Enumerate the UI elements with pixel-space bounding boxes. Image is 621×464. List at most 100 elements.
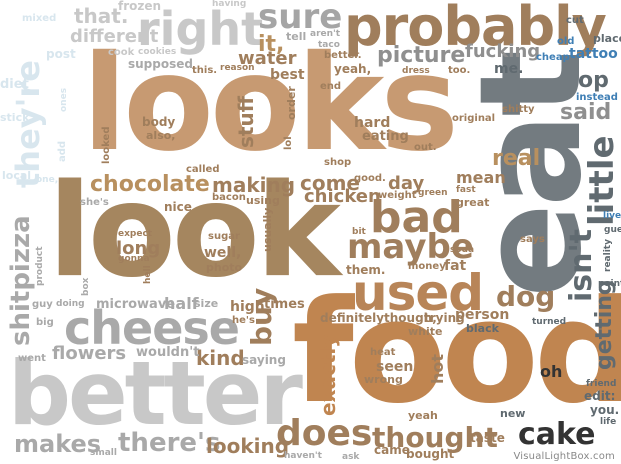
word-better: better <box>8 342 303 445</box>
word-chicken: chicken <box>304 186 381 207</box>
word-stuff: stuff <box>234 96 258 148</box>
word-frozen: frozen <box>118 0 162 13</box>
word-live: live <box>603 211 621 221</box>
word-end: end <box>320 81 342 92</box>
word-mean: mean <box>456 168 506 187</box>
word-yeah2: yeah, <box>334 62 372 76</box>
word-does: does <box>276 413 373 454</box>
word-ask: ask <box>342 452 360 462</box>
word-looks: looks <box>82 27 459 181</box>
word-microwave: microwave <box>96 297 176 312</box>
word-hot: hot <box>428 353 447 384</box>
word-dress: dress <box>402 66 430 76</box>
word-saying: saying <box>242 353 286 367</box>
word-small: small <box>90 448 117 458</box>
word-product: product <box>35 246 45 286</box>
word-instead: instead <box>576 92 618 103</box>
word-half: half <box>164 294 199 313</box>
word-white: white <box>408 325 443 338</box>
word-bit: bit <box>352 227 366 237</box>
word-real: real <box>492 146 541 171</box>
word-old: old <box>557 36 575 47</box>
word-body: body <box>142 115 176 129</box>
word-tell: tell <box>286 30 307 43</box>
word-this: this. <box>192 65 218 76</box>
word-person: person <box>455 307 510 323</box>
word-shes: she's <box>80 197 109 208</box>
word-mixed: mixed <box>22 13 57 24</box>
word-sugar: sugar <box>208 231 240 242</box>
word-expect: expect <box>118 229 153 239</box>
word-though: though, <box>384 311 437 325</box>
word-came: came <box>374 443 410 457</box>
word-guy: guy <box>32 299 53 310</box>
word-better2: better. <box>324 50 362 61</box>
word-well: well, <box>204 245 242 261</box>
word-using: using <box>246 194 280 207</box>
word-says: says <box>520 234 545 245</box>
word-new: new <box>500 407 526 420</box>
word-too: too. <box>448 65 471 76</box>
word-kind: kind <box>196 346 245 370</box>
word-friend: friend <box>586 379 617 389</box>
word-diet: diet <box>0 77 29 92</box>
word-shitty: shitty <box>502 104 535 115</box>
word-reality: reality <box>603 239 613 272</box>
word-soda: soda <box>450 245 475 255</box>
word-that: that. <box>74 4 129 28</box>
word-hell: hell <box>143 265 153 284</box>
word-look: look <box>48 157 341 306</box>
word-weight: weight <box>378 190 417 201</box>
word-having: having <box>212 0 247 9</box>
word-times: times <box>264 297 305 312</box>
word-come: come <box>300 171 360 195</box>
word-big: big <box>36 317 54 328</box>
word-box: box <box>81 277 91 296</box>
word-flowers: flowers <box>52 343 127 364</box>
word-turned: turned <box>532 317 567 327</box>
word-edit: edit: <box>584 389 616 403</box>
word-great: great <box>456 196 490 209</box>
word-said: said <box>560 100 612 125</box>
word-maybe: maybe <box>347 227 474 267</box>
word-wouldnt: wouldn't <box>136 345 200 360</box>
word-trying: trying <box>424 311 465 325</box>
word-theres: there's <box>118 428 221 458</box>
word-used: used <box>352 264 484 322</box>
word-lol: lol <box>283 136 294 150</box>
word-usually: usually <box>261 207 274 252</box>
word-its: it, <box>258 32 285 57</box>
word-dog: dog <box>496 280 556 313</box>
word-yeah: yeah <box>408 409 438 422</box>
word-cheap: cheap <box>536 52 570 63</box>
word-definitely: definitely <box>320 311 385 325</box>
word-out: out. <box>414 142 437 153</box>
word-them: them. <box>346 263 386 277</box>
word-high: high <box>230 299 265 315</box>
word-post: post <box>46 47 76 61</box>
word-food: food <box>292 270 621 435</box>
word-paint: paint <box>598 279 621 289</box>
word-oh: oh <box>540 362 563 381</box>
word-original: original <box>452 113 496 124</box>
word-green: green <box>418 188 448 198</box>
word-place: place <box>593 32 621 45</box>
word-seen: seen <box>376 359 414 375</box>
word-cook: cook <box>108 47 135 58</box>
word-wrong: wrong <box>364 373 403 386</box>
word-reason: reason <box>220 63 255 73</box>
word-money: money <box>408 261 446 272</box>
word-went: went <box>18 353 46 364</box>
word-probably: probably <box>344 0 607 58</box>
word-fucking: fucking <box>465 41 541 62</box>
word-me: me. <box>494 61 524 77</box>
word-different: different <box>70 26 159 47</box>
word-picture: picture <box>377 43 466 68</box>
word-life: life <box>600 417 617 427</box>
watermark: VisualLightBox.com <box>513 451 615 462</box>
word-arent: aren't <box>310 29 341 39</box>
word-havent: haven't <box>284 451 322 461</box>
word-making: making <box>212 173 296 197</box>
word-stick: stick <box>0 111 30 124</box>
